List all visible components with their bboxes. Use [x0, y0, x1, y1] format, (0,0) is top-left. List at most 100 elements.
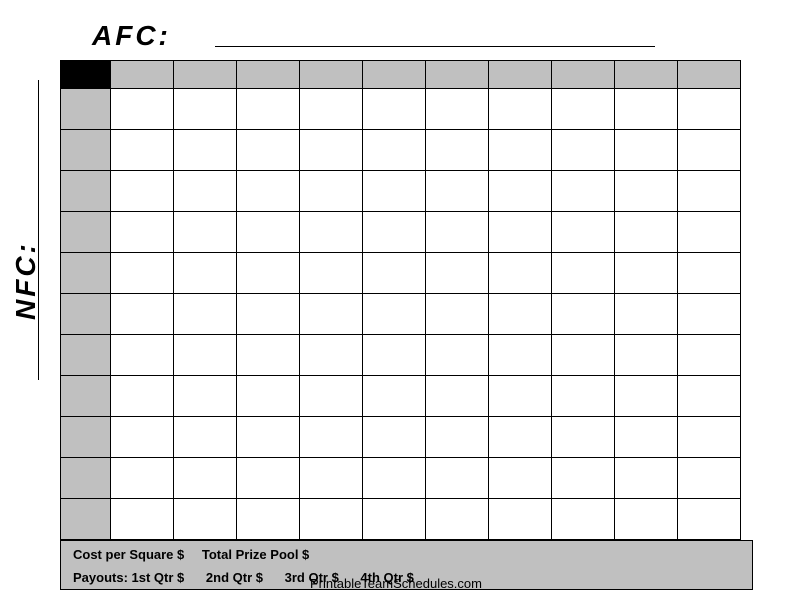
grid-cell	[111, 499, 174, 540]
row-header	[61, 89, 111, 130]
row-header	[61, 171, 111, 212]
grid-cell	[678, 335, 741, 376]
row-header	[61, 294, 111, 335]
col-header	[363, 61, 426, 89]
grid-cell	[363, 458, 426, 499]
grid-cell	[489, 171, 552, 212]
grid-cell	[678, 458, 741, 499]
grid-cell	[489, 499, 552, 540]
grid-cell	[111, 130, 174, 171]
grid-cell	[174, 130, 237, 171]
grid-cell	[552, 417, 615, 458]
grid-cell	[111, 376, 174, 417]
grid-cell	[615, 417, 678, 458]
grid-cell	[678, 499, 741, 540]
col-header	[678, 61, 741, 89]
grid-cell	[489, 458, 552, 499]
grid-cell	[363, 212, 426, 253]
grid-cell	[363, 130, 426, 171]
grid-cell	[489, 417, 552, 458]
grid-cell	[300, 376, 363, 417]
grid-cell	[111, 89, 174, 130]
grid-cell	[489, 89, 552, 130]
grid-cell	[363, 335, 426, 376]
grid-cell	[678, 212, 741, 253]
col-header	[237, 61, 300, 89]
grid-cell	[426, 89, 489, 130]
grid-cell	[489, 335, 552, 376]
col-header	[552, 61, 615, 89]
grid-cell	[237, 376, 300, 417]
grid-cell	[300, 294, 363, 335]
info-row-1: Cost per Square $ Total Prize Pool $	[73, 547, 740, 562]
grid-cell	[426, 212, 489, 253]
grid-cell	[552, 212, 615, 253]
grid-cell	[426, 253, 489, 294]
header-row	[61, 61, 741, 89]
grid-cell	[174, 253, 237, 294]
grid-cell	[300, 253, 363, 294]
grid-cell	[111, 253, 174, 294]
grid-cell	[237, 335, 300, 376]
grid-cell	[678, 376, 741, 417]
col-header	[111, 61, 174, 89]
col-header	[426, 61, 489, 89]
grid-cell	[174, 335, 237, 376]
grid-cell	[300, 130, 363, 171]
grid-cell	[552, 499, 615, 540]
grid-cell	[363, 89, 426, 130]
grid-cell	[552, 253, 615, 294]
afc-label: AFC:	[92, 20, 171, 52]
grid-cell	[552, 130, 615, 171]
row-header	[61, 130, 111, 171]
row-header	[61, 253, 111, 294]
grid-cell	[174, 376, 237, 417]
grid-cell	[552, 89, 615, 130]
grid-cell	[615, 89, 678, 130]
grid-cell	[363, 417, 426, 458]
grid-cell	[300, 212, 363, 253]
grid-cell	[426, 294, 489, 335]
row-header	[61, 458, 111, 499]
grid-cell	[111, 171, 174, 212]
grid-cell	[489, 212, 552, 253]
grid-cell	[615, 376, 678, 417]
grid-cell	[237, 294, 300, 335]
grid-cell	[426, 376, 489, 417]
grid-cell	[552, 294, 615, 335]
squares-grid	[60, 60, 741, 540]
grid-cell	[237, 130, 300, 171]
grid-cell	[363, 499, 426, 540]
grid-cell	[363, 253, 426, 294]
grid-cell	[174, 499, 237, 540]
grid-cell	[489, 253, 552, 294]
grid-cell	[552, 171, 615, 212]
grid-cell	[426, 417, 489, 458]
grid-cell	[615, 130, 678, 171]
col-header	[300, 61, 363, 89]
nfc-underline	[38, 80, 39, 380]
grid-cell	[489, 130, 552, 171]
grid-cell	[678, 417, 741, 458]
grid-cell	[174, 89, 237, 130]
row-header	[61, 335, 111, 376]
grid-cell	[678, 294, 741, 335]
grid-cell	[426, 171, 489, 212]
grid-cell	[615, 212, 678, 253]
grid-cell	[615, 253, 678, 294]
grid-cell	[174, 458, 237, 499]
grid-cell	[678, 89, 741, 130]
row-header	[61, 376, 111, 417]
afc-underline	[215, 46, 655, 47]
grid-cell	[615, 458, 678, 499]
col-header	[174, 61, 237, 89]
grid-cell	[111, 335, 174, 376]
pool-label: Total Prize Pool $	[202, 547, 309, 562]
grid-cell	[489, 294, 552, 335]
grid-cell	[300, 417, 363, 458]
grid-cell	[237, 499, 300, 540]
grid-cell	[615, 499, 678, 540]
grid-cell	[111, 212, 174, 253]
grid-cell	[678, 130, 741, 171]
row-header	[61, 417, 111, 458]
